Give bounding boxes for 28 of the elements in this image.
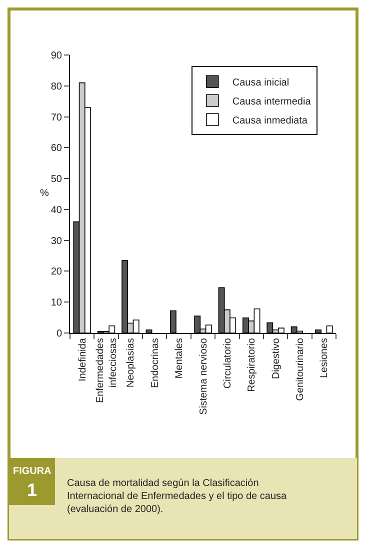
y-axis-title: % (40, 188, 49, 199)
x-tick-label: Sistema nervioso (198, 338, 210, 415)
y-tick-label: 20 (50, 266, 62, 278)
y-tick-label: 90 (50, 50, 62, 62)
y-tick-label: 0 (56, 328, 62, 340)
legend-label: Causa inicial (232, 78, 290, 89)
legend-label: Causa intermedia (232, 96, 312, 108)
x-tick-label: Mentales (174, 338, 186, 379)
x-tick-label: Neoplasias (126, 338, 137, 388)
y-tick-label: 10 (50, 298, 62, 309)
text: Causa de mortalidad según la Clasificación Internacional de Enfermedades y el tipo de causa (evaluación de 2000). (67, 478, 288, 515)
x-tick-label: Digestivo (270, 338, 282, 380)
y-tick-label: 50 (50, 174, 62, 186)
y-tick-label: 70 (50, 112, 62, 124)
x-tick-label: Endocrinas (150, 338, 161, 388)
x-tick-label: Lesiones (319, 338, 330, 378)
legend-label: Causa inmediata (232, 116, 308, 127)
y-tick-label: 40 (50, 204, 62, 216)
x-tick-label: Genitourinario (294, 338, 306, 401)
y-tick-label: 30 (50, 236, 62, 247)
text: FIGURA (13, 466, 52, 477)
x-tick-label: Enfermedades infecciosas (95, 338, 120, 404)
y-tick-label: 60 (50, 143, 62, 154)
x-tick-label: Circulatorio (222, 338, 234, 389)
x-tick-label: Respiratorio (246, 338, 258, 392)
y-tick-label: 80 (50, 81, 62, 92)
text: 1 (27, 480, 38, 500)
x-tick-label: Indefinida (77, 338, 88, 382)
